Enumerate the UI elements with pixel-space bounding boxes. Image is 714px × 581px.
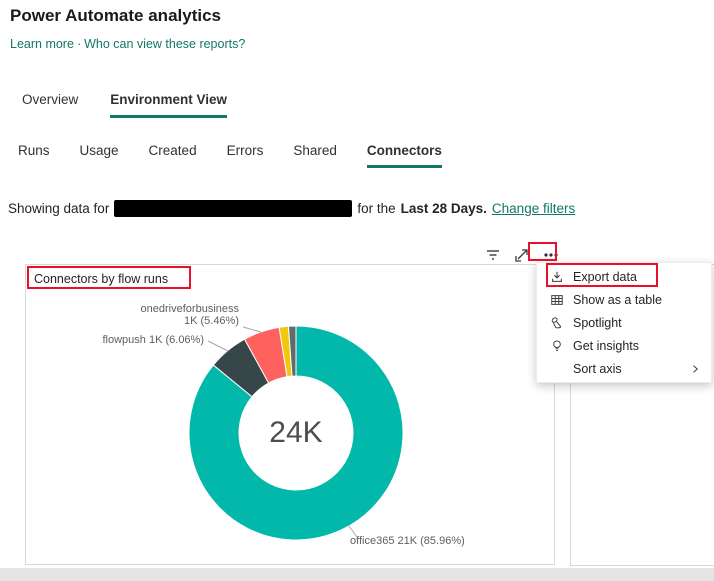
filter-icon[interactable]: [483, 246, 503, 263]
chart-title: Connectors by flow runs: [34, 272, 169, 286]
subtab-shared[interactable]: Shared: [293, 143, 337, 158]
showing-data-prefix: Showing data for: [8, 201, 110, 216]
subtab-created[interactable]: Created: [148, 143, 197, 158]
change-filters-link[interactable]: Change filters: [491, 201, 576, 216]
empty-icon-slot: [549, 361, 565, 377]
top-tabs: Overview Environment View: [22, 92, 228, 118]
subtab-connectors[interactable]: Connectors: [366, 143, 442, 168]
menu-item-show-as-table[interactable]: Show as a table: [537, 288, 711, 311]
subtab-errors[interactable]: Errors: [226, 143, 264, 158]
table-icon: [549, 292, 565, 308]
showing-data-middle: for the: [357, 201, 396, 216]
insights-lightbulb-icon: [549, 338, 565, 354]
learn-more-link[interactable]: Learn more: [10, 37, 74, 51]
subtab-usage[interactable]: Usage: [79, 143, 119, 158]
export-icon: [549, 269, 565, 285]
menu-item-sort-axis[interactable]: Sort axis: [537, 357, 711, 380]
donut-chart[interactable]: [26, 265, 554, 564]
spotlight-icon: [549, 315, 565, 331]
submenu-chevron-icon: [687, 361, 703, 377]
sub-tabs: Runs Usage Created Errors Shared Connect…: [18, 143, 442, 168]
link-separator: ·: [76, 37, 82, 51]
visual-toolbar: [483, 246, 561, 263]
more-options-icon[interactable]: [541, 246, 561, 263]
tab-environment-view[interactable]: Environment View: [110, 92, 228, 118]
header-links: Learn more · Who can view these reports?: [10, 37, 245, 51]
donut-slice-other-2[interactable]: [287, 325, 297, 377]
menu-item-get-insights[interactable]: Get insights: [537, 334, 711, 357]
connectors-chart-card: Connectors by flow runs 24K onedriveforb…: [25, 264, 555, 565]
visual-options-menu: Export data Show as a table: [536, 262, 712, 383]
menu-item-export-data[interactable]: Export data: [537, 265, 711, 288]
subtab-runs[interactable]: Runs: [18, 143, 50, 158]
donut-center-total: 24K: [269, 416, 323, 449]
callout-leader-lines: [207, 326, 358, 538]
tab-overview[interactable]: Overview: [22, 92, 79, 107]
callout-onedriveforbusiness: onedriveforbusiness 1K (5.46%): [140, 303, 239, 327]
date-range-label: Last 28 Days.: [400, 201, 487, 216]
donut-slice-office365[interactable]: [188, 325, 404, 541]
focus-mode-icon[interactable]: [512, 246, 532, 263]
page-title: Power Automate analytics: [10, 6, 221, 25]
filter-summary-bar: Showing data for for the Last 28 Days. C…: [8, 200, 575, 217]
callout-office365: office365 21K (85.96%): [350, 535, 465, 547]
callout-flowpush: flowpush 1K (6.06%): [102, 334, 205, 346]
page-bottom-strip: [0, 568, 714, 581]
menu-item-spotlight[interactable]: Spotlight: [537, 311, 711, 334]
who-can-view-link[interactable]: Who can view these reports?: [84, 37, 246, 51]
redacted-environment-name: [114, 200, 353, 217]
